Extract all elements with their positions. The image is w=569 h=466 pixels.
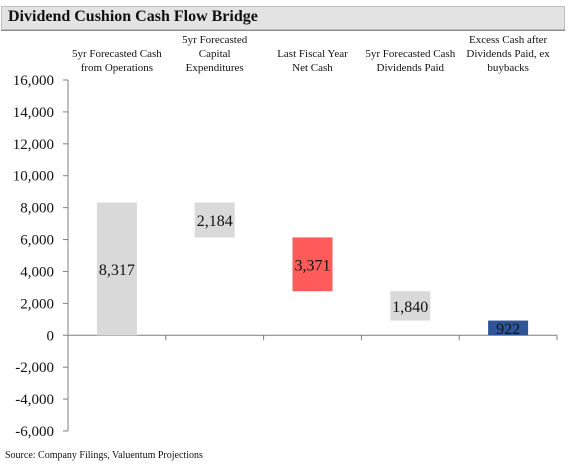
title-bar: Dividend Cushion Cash Flow Bridge <box>1 6 565 30</box>
data-label: 922 <box>496 321 520 338</box>
bar <box>96 202 137 336</box>
y-tick-label: 6,000 <box>20 233 54 249</box>
bar <box>488 320 529 336</box>
y-tick-label: 0 <box>47 328 55 344</box>
category-label: Expenditures <box>186 62 244 74</box>
y-tick-label: 16,000 <box>13 73 54 89</box>
y-tick-label: -2,000 <box>15 360 54 376</box>
chart-title: Dividend Cushion Cash Flow Bridge <box>8 8 258 25</box>
source-note: Source: Company Filings, Valuentum Proje… <box>5 450 203 461</box>
data-label: 1,840 <box>392 299 428 316</box>
bar <box>390 291 431 321</box>
category-label: 5yr Forecasted <box>182 34 248 46</box>
y-tick-label: 12,000 <box>13 137 54 153</box>
data-label: 3,371 <box>295 257 331 274</box>
data-label: 8,317 <box>99 262 135 279</box>
category-label: 5yr Forecasted Cash <box>72 48 162 60</box>
y-tick-label: 8,000 <box>20 201 54 217</box>
category-label: Net Cash <box>292 62 333 74</box>
y-tick-label: -4,000 <box>15 392 54 408</box>
y-tick-label: 10,000 <box>13 169 54 185</box>
bar <box>194 202 235 238</box>
category-label: from Operations <box>81 62 153 74</box>
category-label: Excess Cash after <box>469 34 548 46</box>
category-label: buybacks <box>487 62 529 74</box>
y-tick-label: 4,000 <box>20 264 54 280</box>
category-label: Dividends Paid, ex <box>466 48 550 60</box>
title-divider <box>1 30 565 31</box>
y-tick-label: -6,000 <box>15 424 54 440</box>
category-label: 5yr Forecasted Cash <box>365 48 455 60</box>
category-label: Capital <box>199 48 231 60</box>
bar <box>292 237 333 292</box>
y-tick-label: 2,000 <box>20 296 54 312</box>
y-tick-label: 14,000 <box>13 105 54 121</box>
category-label: Dividends Paid <box>377 62 445 74</box>
data-label: 2,184 <box>197 213 233 230</box>
category-label: Last Fiscal Year <box>277 48 348 60</box>
